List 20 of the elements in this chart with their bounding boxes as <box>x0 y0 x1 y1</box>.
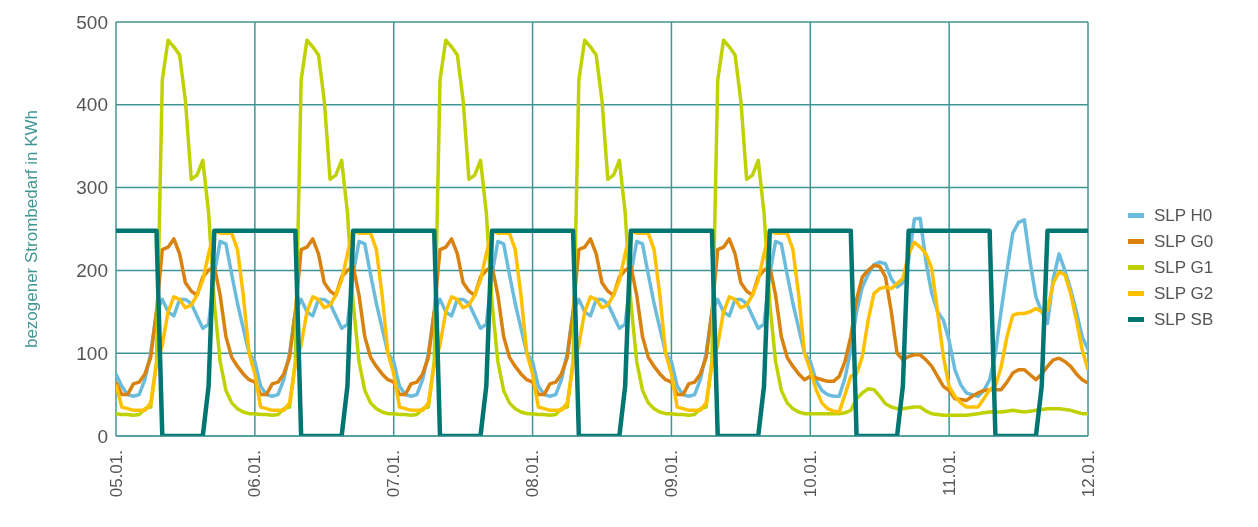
y-tick-label: 300 <box>76 177 108 199</box>
x-tick-label: 11.01. <box>939 450 959 497</box>
x-tick-label: 07.01. <box>384 450 404 498</box>
legend-label: SLP H0 <box>1154 205 1213 226</box>
legend-label: SLP G0 <box>1154 231 1214 252</box>
x-tick-label: 12.01. <box>1078 450 1098 498</box>
legend-label: SLP G2 <box>1154 283 1214 304</box>
x-tick-label: 06.01. <box>245 450 265 498</box>
y-tick-label: 100 <box>76 342 108 364</box>
x-tick-label: 08.01. <box>523 450 543 498</box>
y-tick-label: 400 <box>76 94 108 116</box>
x-tick-label: 10.01. <box>800 450 820 498</box>
y-tick-label: 200 <box>76 259 108 281</box>
y-axis-title: bezogener Strombedarf in KWh <box>22 109 42 349</box>
y-tick-label: 500 <box>76 11 108 33</box>
x-tick-label: 09.01. <box>661 450 681 498</box>
y-tick-label: 0 <box>97 425 108 447</box>
legend-label: SLP SB <box>1154 309 1214 330</box>
x-tick-label: 05.01. <box>106 450 126 498</box>
legend-label: SLP G1 <box>1154 257 1214 278</box>
